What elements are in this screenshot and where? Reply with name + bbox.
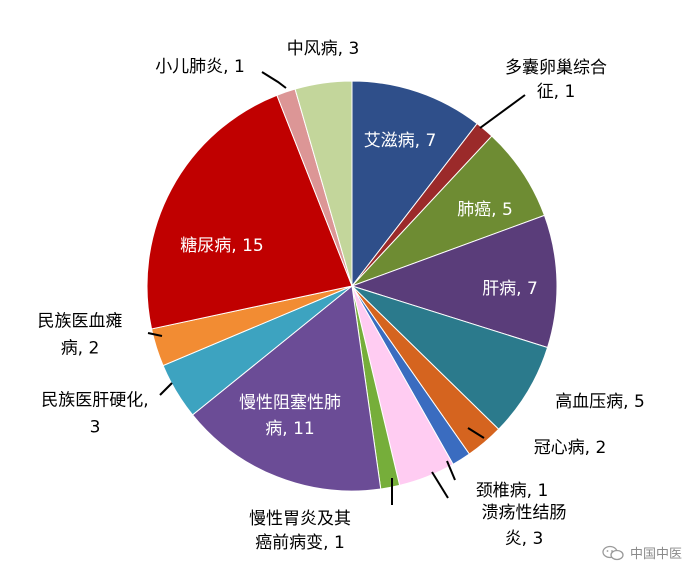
slice-label-15: 中风病, 3: [287, 39, 360, 59]
slice-label-4: 肝病, 7: [482, 279, 538, 299]
pie-slices: [146, 80, 558, 492]
slice-label-5: 高血压病, 5: [555, 392, 645, 412]
leader-line-6: [467, 427, 485, 439]
leader-line-12: [147, 332, 163, 337]
leader-line-7: [446, 460, 456, 481]
slice-label-12: 民族医血瘫病, 2: [38, 312, 123, 359]
leader-line-2: [479, 94, 526, 129]
slice-label-14: 小儿肺炎, 1: [155, 57, 245, 77]
slice-label-6: 冠心病, 2: [534, 438, 607, 458]
leader-lines: [147, 71, 526, 505]
slice-label-8: 溃疡性结肠炎, 3: [482, 503, 567, 549]
slice-label-2: 多囊卵巢综合征, 1: [505, 58, 607, 102]
watermark: 中国中医: [602, 543, 682, 562]
wechat-icon: [602, 545, 624, 560]
leader-line-11: [159, 382, 173, 396]
pie-slice-13: [146, 94, 353, 330]
watermark-text: 中国中医: [629, 547, 682, 562]
pie-slice-4: [350, 214, 558, 349]
pie-slice-5: [351, 285, 549, 430]
leader-line-14: [261, 71, 287, 89]
pie-slice-3: [351, 135, 546, 287]
leader-line-8: [431, 471, 449, 499]
pie-slice-15: [294, 80, 353, 287]
slice-label-9: 慢性胃炎及其癌前病变, 1: [249, 508, 351, 553]
pie-slice-10: [191, 285, 382, 492]
slice-label-7: 颈椎病, 1: [476, 481, 549, 501]
slice-label-11: 民族医肝硬化, 3: [41, 391, 148, 438]
slice-label-1: 艾滋病, 7: [364, 131, 437, 151]
slice-labels: 艾滋病, 7 多囊卵巢综合征, 1 肺癌, 5 肝病, 7 高血压病, 5 冠心病, 2 颈…: [38, 39, 645, 553]
slice-label-10: 慢性阻塞性肺病, 11: [239, 392, 341, 439]
pie-slice-1: [351, 80, 478, 288]
slice-label-3: 肺癌, 5: [457, 200, 513, 220]
slice-label-13: 糖尿病, 15: [180, 236, 263, 256]
